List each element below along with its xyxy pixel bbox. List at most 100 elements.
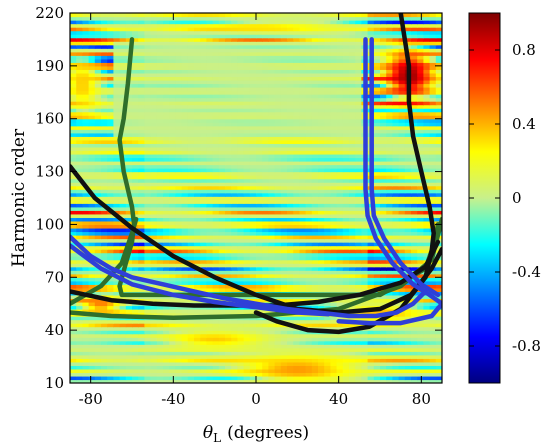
heatmap-cell [200,90,207,95]
heatmap-cell [138,238,145,243]
heatmap-cell [119,189,127,194]
heatmap-cell [256,309,263,314]
heatmap-cell [435,340,442,345]
heatmap-cell [392,220,400,226]
heatmap-cell [150,217,158,222]
heatmap-cell [256,94,263,99]
heatmap-cell [169,337,176,342]
heatmap-cell [144,101,152,106]
heatmap-cell [330,97,338,102]
heatmap-cell [181,344,189,349]
heatmap-cell [262,104,269,109]
heatmap-cell [200,213,207,218]
heatmap-cell [423,238,431,243]
heatmap-cell [336,118,344,123]
heatmap-cell [206,94,214,99]
heatmap-cell [392,189,400,194]
heatmap-cell [70,118,77,123]
heatmap-cell [355,379,362,383]
heatmap-cell [212,323,220,328]
heatmap-cell [392,231,400,236]
heatmap-cell [175,129,183,134]
heatmap-cell [88,266,96,271]
heatmap-cell [411,164,418,169]
heatmap-cell [411,189,418,194]
heatmap-cell [101,252,108,257]
heatmap-cell [163,203,170,208]
heatmap-cell [88,326,96,331]
heatmap-cell [200,337,207,342]
heatmap-cell [138,210,145,215]
heatmap-cell [305,157,313,162]
heatmap-cell [138,344,145,349]
heatmap-cell [324,224,331,229]
heatmap-cell [249,333,257,338]
heatmap-cell [404,227,412,233]
heatmap-cell [101,365,108,370]
heatmap-cell [268,280,276,285]
heatmap-cell [132,182,139,187]
heatmap-cell [181,277,189,282]
heatmap-cell [324,277,331,282]
heatmap-cell [156,182,164,187]
heatmap-cell [423,312,431,317]
heatmap-cell [113,150,121,155]
heatmap-cell [256,358,263,363]
heatmap-cell [429,185,437,190]
heatmap-cell [206,122,214,127]
heatmap-cell [342,365,350,370]
heatmap-cell [429,284,437,289]
heatmap-cell [225,118,232,123]
heatmap-cell [404,125,412,130]
heatmap-cell [318,220,325,226]
heatmap-cell [299,118,307,123]
heatmap-cell [156,108,164,113]
heatmap-cell [336,354,344,359]
heatmap-cell [132,157,139,162]
heatmap-cell [280,375,288,381]
heatmap-cell [206,97,214,102]
heatmap-cell [423,294,431,300]
heatmap-cell [280,344,288,349]
heatmap-cell [268,182,276,187]
heatmap-cell [392,333,400,338]
heatmap-cell [113,249,121,254]
heatmap-cell [138,340,145,345]
heatmap-cell [293,238,300,243]
heatmap-cell [225,115,232,120]
heatmap-cell [324,192,331,197]
heatmap-cell [293,249,300,254]
heatmap-cell [194,115,201,120]
heatmap-cell [311,104,319,109]
heatmap-cell [194,326,201,331]
heatmap-cell [237,220,245,226]
heatmap-cell [349,168,356,173]
heatmap-cell [392,291,400,296]
heatmap-cell [194,122,201,127]
heatmap-cell [423,94,431,99]
heatmap-cell [386,249,393,254]
heatmap-cell [237,333,245,338]
heatmap-cell [218,347,226,352]
heatmap-cell [169,309,176,314]
heatmap-cell [355,227,362,233]
heatmap-cell [373,263,381,268]
heatmap-cell [299,168,307,173]
heatmap-cell [138,358,145,363]
heatmap-cell [218,136,226,141]
heatmap-cell [200,164,207,169]
heatmap-cell [194,189,201,194]
heatmap-cell [70,97,77,102]
heatmap-cell [404,196,412,201]
heatmap-cell [355,344,362,349]
heatmap-cell [380,259,387,264]
heatmap-cell [181,192,189,197]
heatmap-cell [367,238,375,243]
heatmap-cell [150,273,158,278]
heatmap-cell [262,340,269,345]
heatmap-cell [435,375,442,381]
heatmap-cell [132,164,139,169]
heatmap-cell [175,333,183,338]
heatmap-cell [187,326,195,331]
heatmap-cell [181,337,189,342]
